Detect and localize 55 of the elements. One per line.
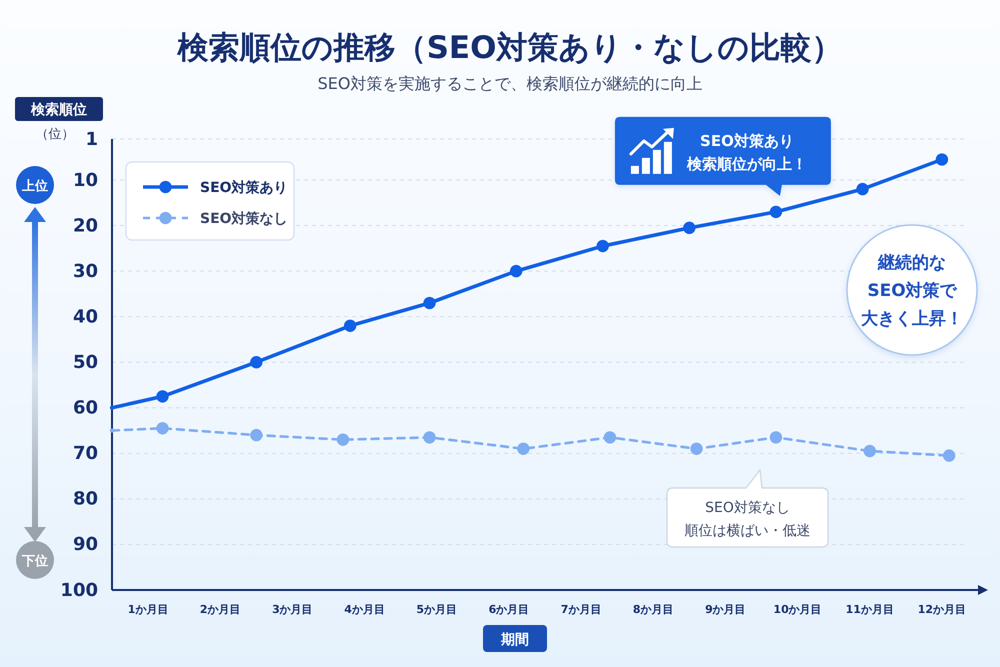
text: （位） xyxy=(36,127,74,142)
point xyxy=(856,182,869,196)
point xyxy=(423,431,436,444)
legend-label: SEO対策なし xyxy=(200,210,288,227)
chart-title: 検索順位の推移（SEO対策あり・なしの比較） xyxy=(176,30,842,66)
point xyxy=(942,449,956,462)
x-tick-label: 8か月目 xyxy=(632,602,674,616)
x-tick-label: 1か月目 xyxy=(128,602,168,616)
text: 上位 xyxy=(21,179,48,194)
x-tick-label: 4か月目 xyxy=(344,602,385,616)
y-tick-label: 90 xyxy=(72,534,98,556)
point xyxy=(596,240,609,252)
point xyxy=(156,422,169,434)
y-tick-label: 20 xyxy=(72,215,98,236)
point xyxy=(344,320,356,332)
y-tick-label: 70 xyxy=(72,443,98,464)
point xyxy=(510,264,522,278)
x-tick-label: 9か月目 xyxy=(705,602,746,616)
y-tick-label: 60 xyxy=(72,398,98,419)
y-tick-label: 50 xyxy=(72,352,98,373)
point xyxy=(336,434,350,446)
point xyxy=(683,222,696,234)
y-tick-label: 80 xyxy=(72,488,98,510)
y-axis-title: 検索順位 xyxy=(30,102,87,118)
point xyxy=(423,296,436,310)
chart-subtitle: SEO対策を実施することで、検索順位が継続的に向上 xyxy=(318,74,702,93)
annotation: SEO対策あり検索順位が向上！ xyxy=(686,132,807,173)
point xyxy=(770,206,782,218)
x-tick-label: 2か月目 xyxy=(200,602,241,616)
point xyxy=(250,428,263,442)
legend-label: SEO対策あり xyxy=(200,179,288,196)
y-tick-label: 40 xyxy=(72,306,98,328)
x-tick-label: 3か月目 xyxy=(272,602,313,616)
x-tick-label: 10か月目 xyxy=(773,602,822,616)
x-tick-label: 6か月目 xyxy=(488,602,530,616)
y-tick-label: 1 xyxy=(85,128,98,150)
x-tick-label: 5か月目 xyxy=(416,602,458,616)
annotation: SEO対策なし順位は横ばい・低迷 xyxy=(684,500,810,539)
point xyxy=(517,442,530,455)
x-tick-label: 12か月目 xyxy=(918,602,966,616)
text: 下位 xyxy=(21,554,48,569)
point xyxy=(156,390,169,403)
y-tick-label: 100 xyxy=(60,580,98,601)
point xyxy=(690,442,703,455)
x-axis-title: 期間 xyxy=(500,632,529,648)
point xyxy=(864,444,876,458)
point xyxy=(250,356,263,368)
x-tick-label: 7か月目 xyxy=(560,602,602,616)
y-tick-label: 30 xyxy=(72,260,98,282)
y-tick-label: 10 xyxy=(72,170,98,191)
point xyxy=(770,431,782,444)
point xyxy=(936,153,948,166)
point xyxy=(604,431,616,444)
x-tick-label: 11か月目 xyxy=(846,602,894,616)
annotation: 継続的なSEO対策で大きく上昇！ xyxy=(861,253,963,329)
